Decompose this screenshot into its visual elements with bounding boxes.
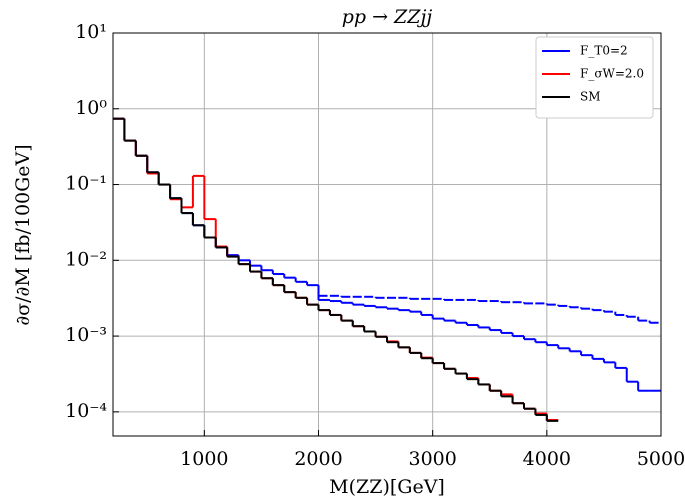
y-tick-label: 10⁻⁴ [65,400,107,422]
plot-frame [112,32,662,437]
y-tick-label: 10⁻² [65,248,107,270]
y-tick-label: 10⁻³ [65,324,107,346]
chart-title: pp → ZZjj [342,6,433,28]
y-axis-label: ∂σ/∂M [fb/100GeV] [12,144,34,325]
x-tick-label: 5000 [637,448,685,470]
y-tick-label: 10⁻¹ [65,173,107,195]
legend-text: F_T0=2 [580,44,628,58]
y-tick-label: 10⁰ [75,97,107,119]
series [318,294,661,324]
legend-text: F_σW=2.0 [580,67,644,81]
legend-text: SM [580,90,601,104]
x-axis-label: M(ZZ)[GeV] [329,476,445,498]
series [113,117,559,422]
x-tick-label: 2000 [294,448,342,470]
y-tick-label: 10¹ [75,21,107,43]
x-tick-label: 4000 [523,448,571,470]
x-tick-label: 3000 [408,448,456,470]
x-tick-label: 1000 [180,448,228,470]
